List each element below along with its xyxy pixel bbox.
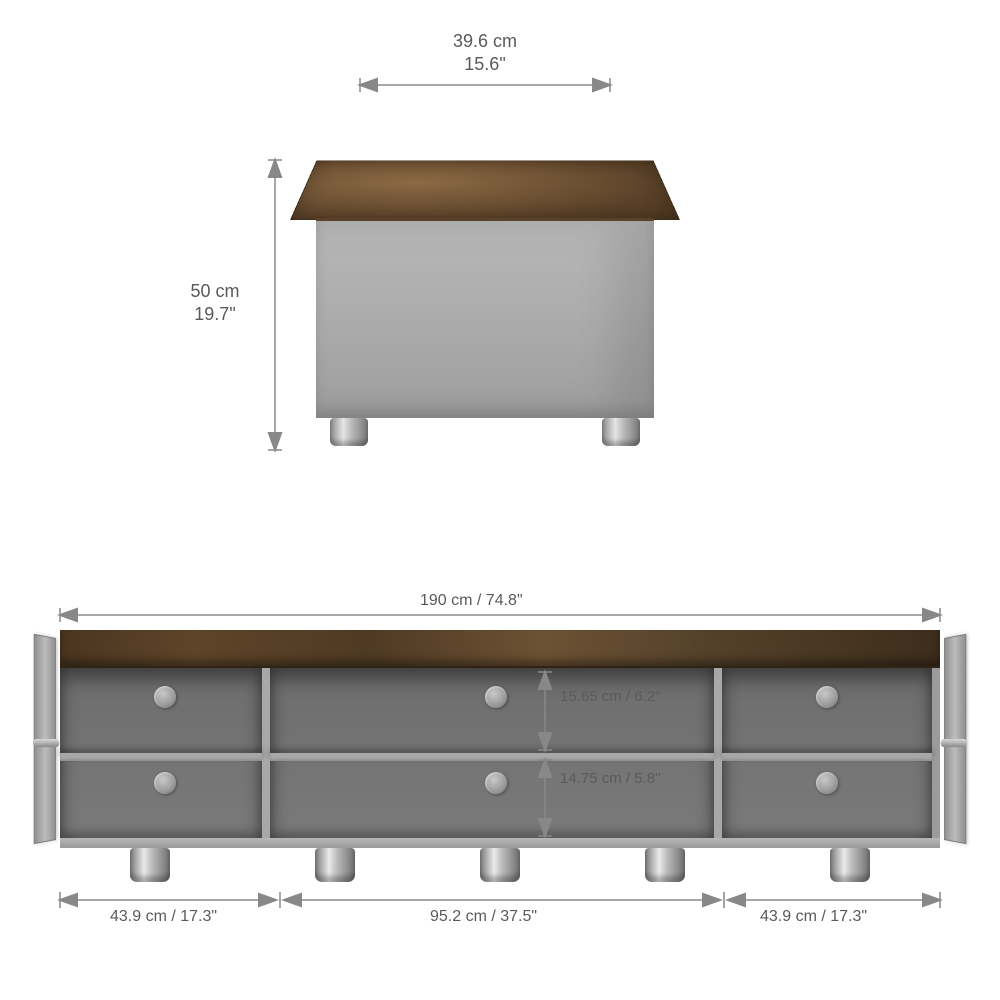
front-door-left — [34, 634, 56, 844]
cable-hole-icon — [154, 772, 176, 794]
label-side-height: 50 cm 19.7" — [160, 280, 270, 325]
side-foot-left — [330, 418, 368, 446]
cable-hole-icon — [485, 686, 507, 708]
label-side-width-in: 15.6" — [405, 53, 565, 76]
cable-hole-icon — [154, 686, 176, 708]
label-section-right: 43.9 cm / 17.3" — [760, 908, 867, 926]
front-base — [60, 838, 940, 848]
cable-hole-icon — [816, 686, 838, 708]
front-view — [60, 630, 940, 880]
label-shelf-upper: 15.65 cm / 6.2" — [560, 688, 660, 705]
compartment-left — [60, 668, 270, 838]
shelf — [722, 753, 932, 761]
front-top-wood — [60, 630, 940, 668]
cable-hole-icon — [485, 772, 507, 794]
label-total-width: 190 cm / 74.8" — [420, 592, 523, 610]
shelf — [270, 753, 714, 761]
shelf — [60, 753, 262, 761]
front-foot — [130, 848, 170, 882]
label-section-center: 95.2 cm / 37.5" — [430, 908, 537, 926]
label-side-width-cm: 39.6 cm — [405, 30, 565, 53]
label-side-height-cm: 50 cm — [160, 280, 270, 303]
side-view-body — [316, 218, 654, 418]
side-view-top-wood — [290, 160, 680, 220]
cable-hole-icon — [816, 772, 838, 794]
label-section-left: 43.9 cm / 17.3" — [110, 908, 217, 926]
door-knob-icon — [33, 739, 59, 747]
label-shelf-lower: 14.75 cm / 5.8" — [560, 770, 660, 787]
front-foot — [315, 848, 355, 882]
front-body — [60, 668, 940, 838]
door-knob-icon — [941, 739, 967, 747]
compartment-right — [722, 668, 932, 838]
label-side-height-in: 19.7" — [160, 303, 270, 326]
side-view — [290, 90, 680, 460]
front-door-right — [944, 634, 966, 844]
label-side-width: 39.6 cm 15.6" — [405, 30, 565, 75]
front-foot — [830, 848, 870, 882]
side-foot-right — [602, 418, 640, 446]
front-foot — [480, 848, 520, 882]
front-foot — [645, 848, 685, 882]
